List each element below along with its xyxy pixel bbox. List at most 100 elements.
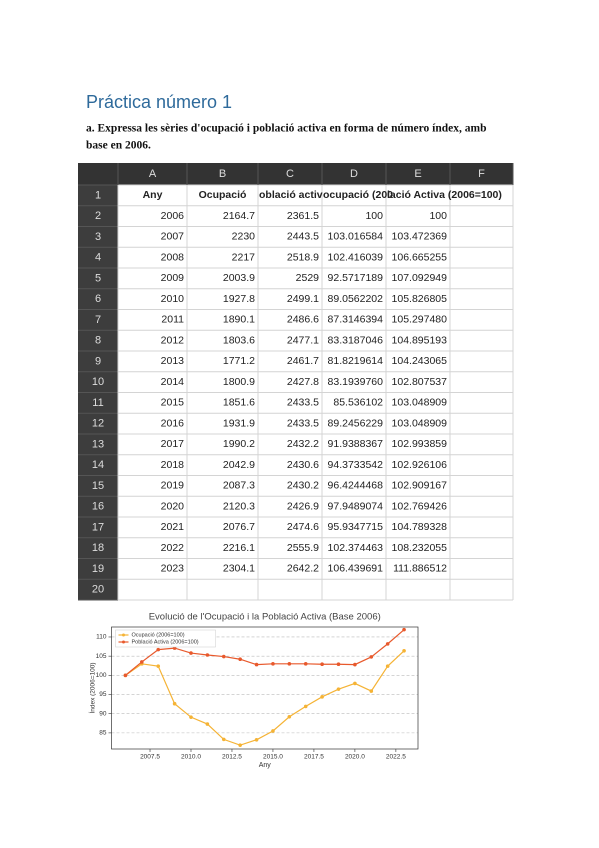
data-cell: 108.232055 [392, 542, 448, 554]
legend-label: Població Activa (2006=100) [132, 639, 199, 645]
row-number: 2 [95, 210, 101, 222]
row-number: 1 [95, 189, 101, 201]
series-marker [254, 662, 259, 667]
series-marker [336, 687, 341, 691]
y-tick-label: 100 [96, 672, 107, 679]
data-cell: 83.1939760 [328, 376, 384, 388]
legend-box [115, 629, 216, 648]
data-cell: 2007 [161, 231, 185, 243]
column-letter: B [219, 168, 226, 180]
series-marker [353, 681, 357, 686]
series-marker [320, 662, 324, 667]
data-cell: 100 [429, 210, 447, 222]
data-cell: 96.4244468 [328, 480, 384, 492]
data-cell: 1771.2 [223, 355, 255, 367]
series-marker [221, 737, 226, 742]
data-cell: 2230 [232, 231, 256, 243]
data-cell: 2018 [161, 459, 185, 471]
row-number: 3 [95, 231, 101, 243]
data-cell: 2433.5 [287, 417, 319, 429]
row-number: 12 [92, 418, 104, 430]
data-cell: 102.909167 [392, 480, 448, 492]
data-cell: 2518.9 [287, 251, 319, 263]
row-number: 9 [95, 355, 101, 367]
data-cell: 2304.1 [223, 563, 255, 575]
data-cell: 91.9388367 [328, 438, 384, 450]
data-cell: 102.374463 [328, 542, 384, 554]
series-marker [353, 662, 357, 667]
y-tick-label: 90 [99, 710, 107, 717]
data-cell: 2015 [161, 397, 185, 409]
series-marker [271, 662, 275, 666]
row-number: 16 [92, 501, 104, 513]
data-cell: 89.2456229 [328, 417, 384, 429]
series-marker [402, 627, 406, 632]
row-number: 14 [92, 459, 104, 471]
x-tick-label: 2007.5 [140, 754, 160, 761]
series-marker [238, 743, 242, 747]
y-tick-label: 95 [99, 691, 107, 698]
x-axis-label: Any [259, 762, 272, 769]
data-cell: 1851.6 [223, 397, 255, 409]
legend-label: Ocupació (2006=100) [132, 632, 185, 638]
row-number: 4 [95, 252, 101, 264]
header-cell: oblació activ [259, 189, 323, 201]
header-cell: ocupació (200 [323, 189, 393, 201]
column-letter: D [350, 168, 358, 180]
data-cell: 2486.6 [287, 314, 319, 326]
row-number: 8 [95, 335, 101, 347]
data-cell: 2020 [161, 500, 185, 512]
data-cell: 104.895193 [392, 334, 448, 346]
series-marker [385, 642, 390, 646]
data-cell: 102.769426 [392, 500, 448, 512]
data-cell: 2529 [296, 272, 320, 284]
data-cell: 2012 [161, 334, 185, 346]
instruction-line: a. Expressa les sèries d'ocupació i pobl… [86, 123, 486, 135]
header-cell: lació Activa (2006=100) [387, 189, 502, 201]
row-number: 18 [92, 542, 104, 554]
data-cell: 2461.7 [287, 355, 319, 367]
data-cell: 2076.7 [223, 521, 255, 533]
row-number: 5 [95, 272, 101, 284]
series-marker [189, 715, 193, 719]
data-cell: 2120.3 [223, 500, 255, 512]
data-cell: 103.048909 [392, 417, 448, 429]
series-marker [369, 689, 374, 693]
y-axis-label: Índex (2006=100) [88, 662, 97, 713]
data-cell: 2216.1 [223, 542, 255, 554]
data-cell: 2013 [161, 355, 185, 367]
data-cell: 1890.1 [223, 314, 255, 326]
y-tick-label: 85 [99, 730, 107, 737]
series-marker [221, 654, 226, 659]
x-tick-label: 2010.0 [181, 754, 201, 761]
plot-frame [111, 626, 419, 750]
data-cell: 2021 [161, 521, 185, 533]
data-cell: 2087.3 [223, 480, 255, 492]
data-cell: 2433.5 [287, 397, 319, 409]
data-cell: 2432.2 [287, 438, 319, 450]
legend-marker [122, 633, 125, 637]
column-letter: A [149, 168, 157, 180]
data-cell: 1803.6 [223, 334, 255, 346]
x-tick-label: 2015.0 [263, 754, 283, 761]
data-cell: 2555.9 [287, 542, 319, 554]
data-cell: 102.926106 [392, 459, 448, 471]
data-cell: 85.536102 [333, 397, 383, 409]
header-cell: Any [143, 189, 163, 201]
data-cell: 89.0562202 [328, 293, 384, 305]
data-cell: 2443.5 [287, 231, 319, 243]
data-cell: 2011 [161, 314, 184, 326]
row-number: 19 [92, 563, 104, 575]
x-tick-label: 2020.0 [345, 754, 365, 761]
data-cell: 1800.9 [223, 376, 255, 388]
header-cell: Ocupació [199, 189, 247, 201]
data-cell: 102.807537 [392, 376, 448, 388]
data-cell: 2008 [161, 251, 185, 263]
data-cell: 2426.9 [287, 500, 319, 512]
y-tick-label: 110 [96, 634, 107, 641]
series-marker [320, 695, 324, 699]
data-cell: 107.092949 [392, 272, 448, 284]
data-cell: 87.3146394 [328, 314, 384, 326]
data-cell: 2014 [161, 376, 185, 388]
